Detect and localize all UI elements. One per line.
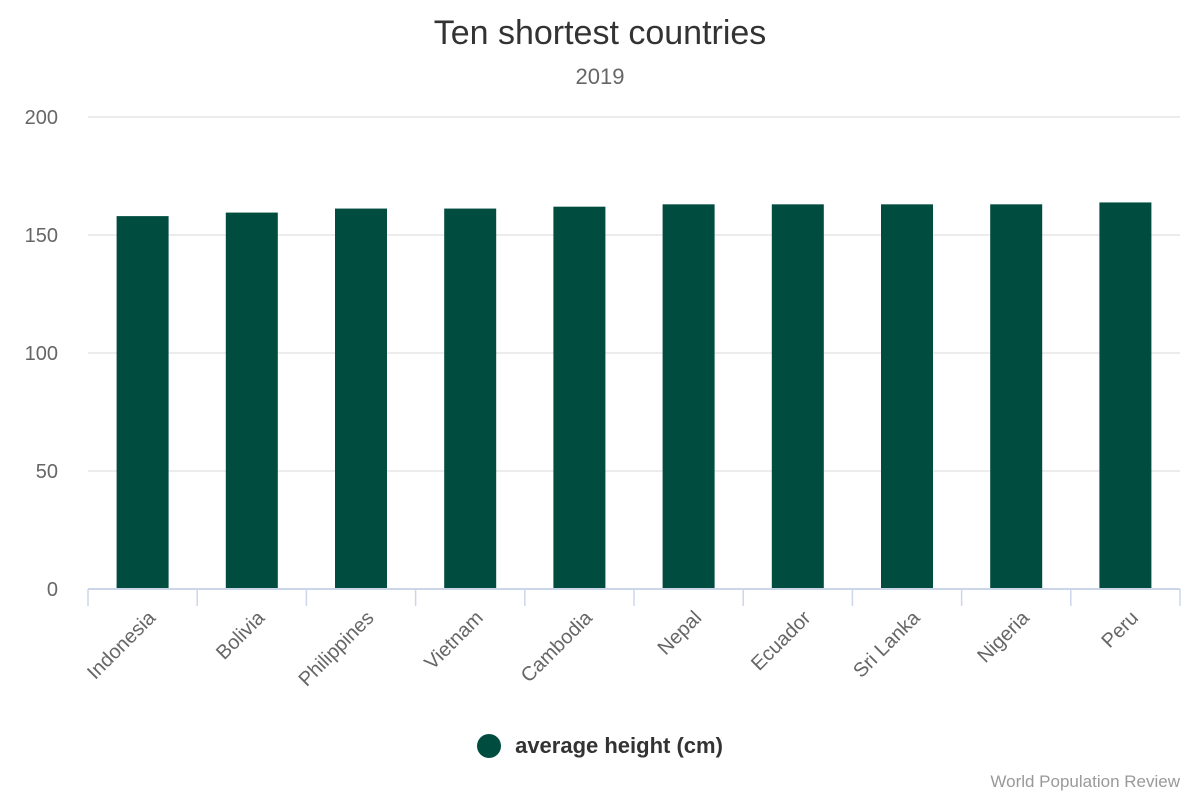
bars: [116, 202, 1152, 589]
bar-nepal[interactable]: [662, 204, 715, 589]
x-tick-label: Ecuador: [747, 607, 815, 675]
bar-philippines[interactable]: [335, 208, 387, 589]
bar-peru[interactable]: [1099, 202, 1152, 589]
legend-label: average height (cm): [515, 733, 723, 758]
x-tick-label: Cambodia: [517, 606, 598, 687]
y-axis-ticks: 0 50 100 150 200: [25, 107, 58, 601]
chart-subtitle: 2019: [575, 64, 625, 89]
y-tick-label: 150: [25, 225, 58, 247]
bar-nigeria[interactable]: [990, 204, 1043, 589]
bar-indonesia[interactable]: [116, 216, 169, 589]
x-tick-label: Bolivia: [212, 606, 270, 664]
credits[interactable]: World Population Review: [990, 772, 1180, 791]
x-axis-ticks: Indonesia Bolivia Philippines Vietnam Cambod…: [83, 606, 1143, 691]
legend-swatch-icon: [477, 734, 502, 758]
y-tick-label: 50: [36, 461, 58, 483]
x-tick-label: Sri Lanka: [849, 606, 925, 682]
x-tick-label: Vietnam: [421, 607, 488, 674]
y-tick-label: 100: [25, 343, 58, 365]
bar-cambodia[interactable]: [553, 206, 606, 589]
x-tick-label: Peru: [1098, 607, 1143, 652]
bar-bolivia[interactable]: [225, 212, 278, 589]
x-axis: [87, 588, 1181, 606]
x-tick-label: Indonesia: [83, 606, 161, 684]
chart-title: Ten shortest countries: [433, 14, 767, 52]
legend[interactable]: average height (cm): [0, 733, 1200, 759]
bar-vietnam[interactable]: [444, 208, 497, 589]
y-tick-label: 0: [47, 579, 58, 601]
y-tick-label: 200: [25, 107, 58, 129]
bar-sri-lanka[interactable]: [881, 204, 933, 589]
bar-ecuador[interactable]: [771, 204, 824, 589]
x-tick-label: Nigeria: [973, 606, 1034, 667]
x-tick-label: Nepal: [654, 607, 707, 660]
x-tick-label: Philippines: [295, 607, 379, 691]
